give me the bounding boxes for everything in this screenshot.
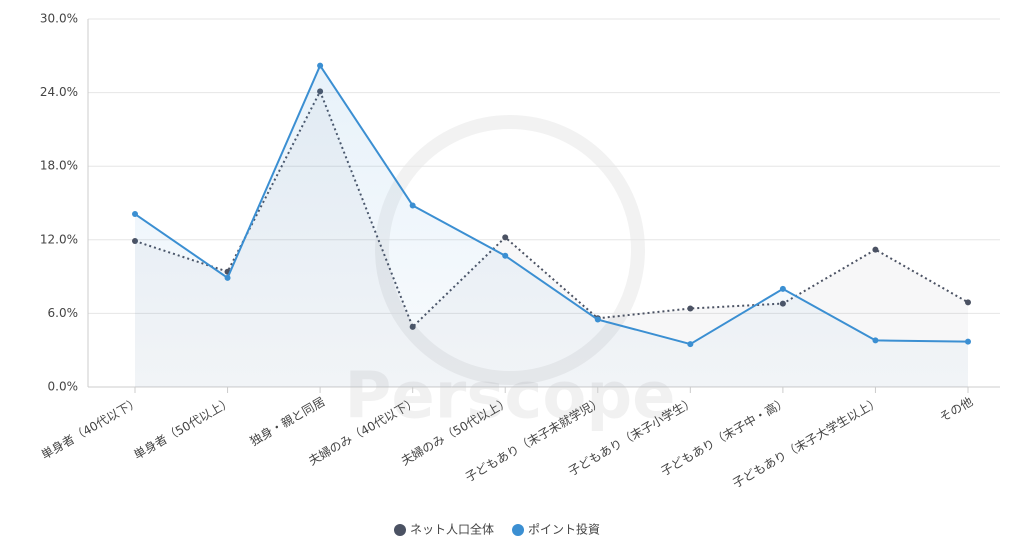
x-tick-label: 単身者（40代以下） xyxy=(38,394,142,463)
point xyxy=(594,316,601,323)
point xyxy=(502,252,509,259)
y-tick-label: 24.0% xyxy=(40,85,78,99)
point xyxy=(502,234,509,241)
legend-marker xyxy=(512,524,525,536)
point xyxy=(687,341,694,348)
y-tick-label: 18.0% xyxy=(40,159,78,173)
y-tick-label: 6.0% xyxy=(48,306,79,320)
point xyxy=(872,337,879,344)
y-tick-label: 12.0% xyxy=(40,232,78,246)
point xyxy=(872,246,879,253)
point xyxy=(224,274,231,281)
legend-marker xyxy=(394,524,406,536)
point xyxy=(409,202,416,209)
point xyxy=(132,211,138,218)
point xyxy=(965,299,971,306)
x-tick-label: 単身者（50代以上） xyxy=(131,394,235,463)
x-tick-label: その他 xyxy=(937,395,975,425)
y-tick-label: 0.0% xyxy=(48,380,79,394)
point xyxy=(317,62,324,69)
legend-label: ネット人口全体 xyxy=(410,522,494,537)
point xyxy=(687,305,694,312)
legend-label: ポイント投資 xyxy=(528,522,600,537)
x-tick-label: 子どもあり（末子大学生以上） xyxy=(730,394,883,491)
x-tick-label: 独身・親と同居 xyxy=(247,394,327,449)
point xyxy=(965,338,971,345)
point xyxy=(779,285,786,292)
line xyxy=(134,63,969,346)
y-tick-label: 30.0% xyxy=(40,12,78,26)
area xyxy=(135,65,968,387)
